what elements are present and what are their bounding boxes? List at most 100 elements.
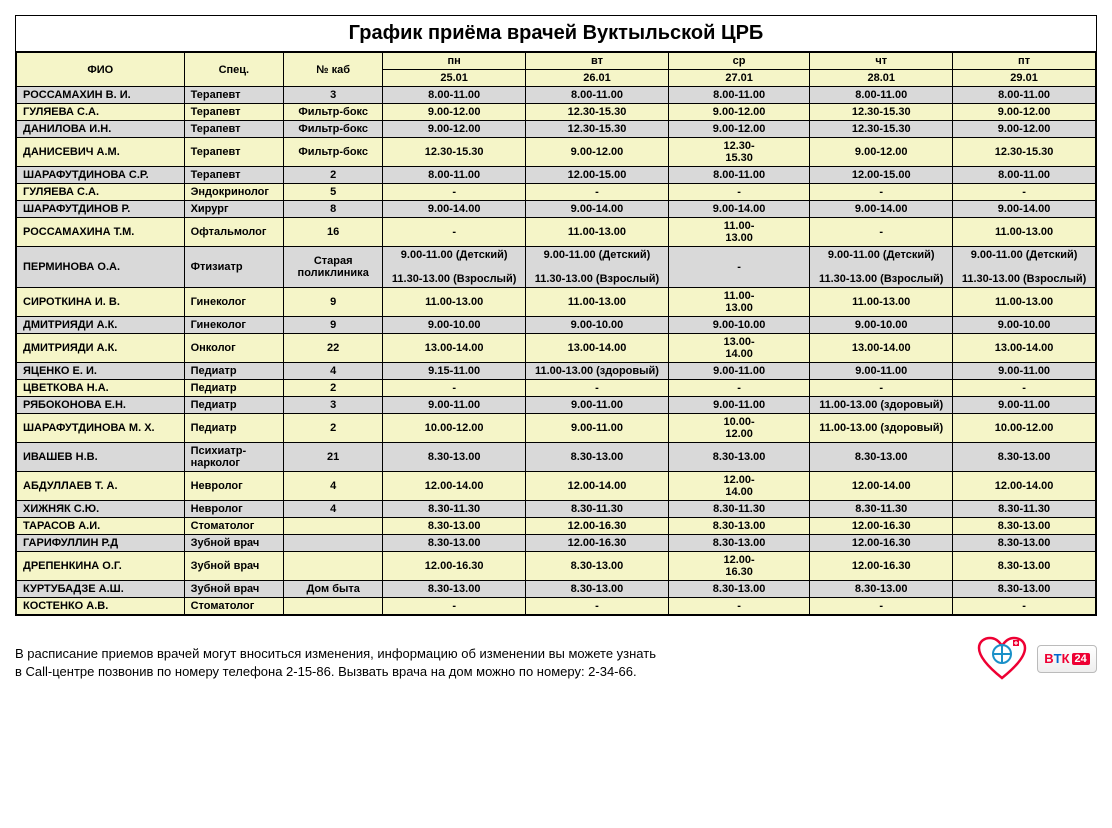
table-header: ФИО Спец. № каб пн вт ср чт пт 25.01 26.… — [17, 53, 1096, 87]
table-row: ДМИТРИЯДИ А.К.Гинеколог99.00-10.009.00-1… — [17, 317, 1096, 334]
cell-spec: Терапевт — [184, 138, 284, 167]
cell-cab: Дом быта — [284, 581, 383, 598]
cell-cab: 21 — [284, 443, 383, 472]
cell-time: 8.00-11.00 — [383, 167, 526, 184]
cell-cab: 16 — [284, 218, 383, 247]
cell-time: 12.00-16.30 — [383, 552, 526, 581]
cell-cab — [284, 535, 383, 552]
cell-time: 9.00-11.00 (Детский) 11.30-13.00 (Взросл… — [810, 247, 953, 288]
cell-spec: Стоматолог — [184, 518, 284, 535]
cell-cab: 9 — [284, 317, 383, 334]
cell-time: 11.00-13.00 — [526, 218, 669, 247]
btk-n: 24 — [1072, 653, 1090, 665]
header-cab: № каб — [284, 53, 383, 87]
header-date-3: 28.01 — [810, 70, 953, 87]
cell-time: 8.30-13.00 — [383, 581, 526, 598]
cell-time: 8.00-11.00 — [383, 87, 526, 104]
cell-time: 13.00- 14.00 — [668, 334, 809, 363]
cell-name: ДРЕПЕНКИНА О.Г. — [17, 552, 185, 581]
cell-time: 12.30-15.30 — [526, 104, 669, 121]
cell-name: ДАНИЛОВА И.Н. — [17, 121, 185, 138]
cell-time: 11.00-13.00 — [810, 288, 953, 317]
cell-spec: Педиатр — [184, 397, 284, 414]
cell-spec: Офтальмолог — [184, 218, 284, 247]
footer-text: В расписание приемов врачей могут вносит… — [15, 645, 656, 681]
cell-time: 12.30-15.30 — [810, 121, 953, 138]
cell-time: 9.00-11.00 — [526, 414, 669, 443]
cell-time: 9.00-12.00 — [668, 104, 809, 121]
header-date-2: 27.01 — [668, 70, 809, 87]
cell-spec: Фтизиатр — [184, 247, 284, 288]
cell-cab: 2 — [284, 414, 383, 443]
cell-time: - — [668, 380, 809, 397]
header-day-thu: чт — [810, 53, 953, 70]
cell-time: 8.30-13.00 — [526, 581, 669, 598]
table-row: ХИЖНЯК С.Ю.Невролог48.30-11.308.30-11.30… — [17, 501, 1096, 518]
cell-time: 9.00-12.00 — [953, 104, 1096, 121]
cell-time: 9.00-12.00 — [526, 138, 669, 167]
table-row: ИВАШЕВ Н.В.Психиатр-нарколог218.30-13.00… — [17, 443, 1096, 472]
logos: ВТК24 — [977, 636, 1097, 681]
cell-spec: Терапевт — [184, 87, 284, 104]
cell-name: ШАРАФУТДИНОВ Р. — [17, 201, 185, 218]
cell-cab — [284, 518, 383, 535]
cell-time: - — [810, 598, 953, 615]
cell-name: ЦВЕТКОВА Н.А. — [17, 380, 185, 397]
cell-time: 9.00-11.00 (Детский) 11.30-13.00 (Взросл… — [526, 247, 669, 288]
cell-spec: Психиатр-нарколог — [184, 443, 284, 472]
cell-time: - — [810, 218, 953, 247]
cell-spec: Педиатр — [184, 363, 284, 380]
table-row: ДМИТРИЯДИ А.К.Онколог2213.00-14.0013.00-… — [17, 334, 1096, 363]
cell-time: 8.00-11.00 — [810, 87, 953, 104]
cell-spec: Зубной врач — [184, 581, 284, 598]
cell-cab: 2 — [284, 380, 383, 397]
cell-time: 12.30-15.30 — [953, 138, 1096, 167]
cell-time: - — [526, 184, 669, 201]
cell-time: 8.30-13.00 — [668, 581, 809, 598]
cell-time: - — [383, 218, 526, 247]
cell-time: 8.30-13.00 — [953, 581, 1096, 598]
cell-name: ДАНИСЕВИЧ А.М. — [17, 138, 185, 167]
cell-time: - — [810, 380, 953, 397]
cell-time: 12.00- 14.00 — [668, 472, 809, 501]
cell-time: - — [953, 598, 1096, 615]
cell-spec: Стоматолог — [184, 598, 284, 615]
cell-name: РОССАМАХИНА Т.М. — [17, 218, 185, 247]
cell-time: 9.00-14.00 — [953, 201, 1096, 218]
table-row: ЯЦЕНКО Е. И.Педиатр49.15-11.0011.00-13.0… — [17, 363, 1096, 380]
cell-time: 12.00-16.30 — [810, 535, 953, 552]
cell-time: 13.00-14.00 — [383, 334, 526, 363]
cell-time: - — [668, 247, 809, 288]
cell-time: 9.00-11.00 — [668, 397, 809, 414]
cell-time: 10.00-12.00 — [953, 414, 1096, 443]
cell-name: ДМИТРИЯДИ А.К. — [17, 317, 185, 334]
cell-time: - — [526, 598, 669, 615]
cell-time: 9.00-12.00 — [810, 138, 953, 167]
btk-logo-icon: ВТК24 — [1037, 645, 1097, 673]
cell-cab: 2 — [284, 167, 383, 184]
cell-spec: Эндокринолог — [184, 184, 284, 201]
cell-time: 12.00-14.00 — [526, 472, 669, 501]
cell-time: 12.00-16.30 — [526, 535, 669, 552]
table-row: КУРТУБАДЗЕ А.Ш.Зубной врачДом быта8.30-1… — [17, 581, 1096, 598]
table-body: РОССАМАХИН В. И.Терапевт38.00-11.008.00-… — [17, 87, 1096, 615]
cell-time: 8.30-13.00 — [668, 535, 809, 552]
cell-time: 9.15-11.00 — [383, 363, 526, 380]
table-row: ТАРАСОВ А.И.Стоматолог8.30-13.0012.00-16… — [17, 518, 1096, 535]
header-day-mon: пн — [383, 53, 526, 70]
table-row: КОСТЕНКО А.В.Стоматолог----- — [17, 598, 1096, 615]
cell-name: ИВАШЕВ Н.В. — [17, 443, 185, 472]
table-row: СИРОТКИНА И. В.Гинеколог911.00-13.0011.0… — [17, 288, 1096, 317]
cell-time: 12.00-16.30 — [810, 518, 953, 535]
btk-k: К — [1062, 651, 1070, 666]
cell-spec: Хирург — [184, 201, 284, 218]
cell-name: ХИЖНЯК С.Ю. — [17, 501, 185, 518]
cell-time: - — [953, 184, 1096, 201]
cell-time: - — [668, 184, 809, 201]
table-row: ПЕРМИНОВА О.А.ФтизиатрСтарая поликлиника… — [17, 247, 1096, 288]
table-row: РОССАМАХИН В. И.Терапевт38.00-11.008.00-… — [17, 87, 1096, 104]
cell-spec: Терапевт — [184, 167, 284, 184]
cell-time: 9.00-14.00 — [810, 201, 953, 218]
cell-time: 8.30-11.30 — [383, 501, 526, 518]
cell-time: 8.30-11.30 — [953, 501, 1096, 518]
